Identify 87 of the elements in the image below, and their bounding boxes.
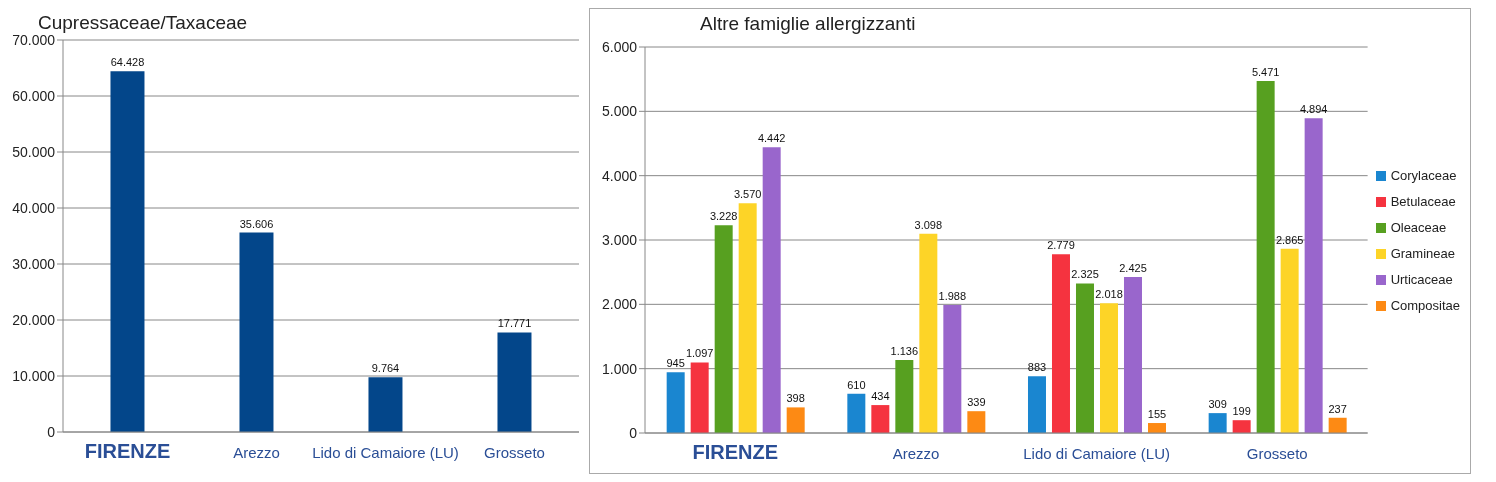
bar [690, 362, 709, 433]
data-label: 3.098 [914, 218, 943, 231]
x-tick-label: Lido di Camaiore (LU) [312, 444, 459, 461]
data-label: 64.428 [110, 56, 145, 69]
bar [1304, 118, 1323, 433]
legend-label: Corylaceae [1390, 167, 1457, 185]
data-label: 339 [967, 396, 986, 409]
data-label: 309 [1208, 398, 1227, 411]
data-label: 155 [1147, 408, 1167, 421]
data-label: 1.136 [890, 344, 919, 357]
y-tick-label: 60.000 [12, 87, 56, 104]
data-label: 398 [786, 392, 805, 405]
y-tick-label: 70.000 [12, 31, 56, 48]
bar [943, 305, 962, 433]
legend-label: Urticaceae [1390, 271, 1453, 289]
bar [1027, 376, 1046, 433]
y-tick-label: 10.000 [12, 367, 56, 384]
data-label: 883 [1027, 361, 1047, 374]
y-tick-label: 50.000 [12, 143, 56, 160]
bar [110, 71, 145, 432]
bar [1147, 423, 1166, 433]
data-label: 1.988 [938, 290, 967, 303]
bar [919, 233, 938, 433]
bar [1208, 413, 1227, 433]
chart-title: Altre famiglie allergizzanti [700, 13, 916, 35]
legend-label: Oleaceae [1390, 219, 1447, 237]
data-label: 3.570 [733, 188, 762, 201]
bar [1123, 276, 1142, 433]
bar [1280, 248, 1299, 433]
y-tick-label: 0 [629, 424, 638, 441]
bar [786, 407, 805, 433]
x-tick-label: Arezzo [892, 445, 940, 462]
chart-title: Cupressaceae/Taxaceae [38, 12, 248, 34]
bar [1328, 417, 1347, 433]
bar [714, 225, 733, 433]
legend-label: Betulaceae [1390, 193, 1456, 211]
data-label: 17.771 [497, 317, 532, 330]
y-tick-label: 1.000 [601, 360, 638, 377]
x-tick-label: Arezzo [233, 444, 280, 461]
data-label: 199 [1232, 405, 1251, 418]
data-label: 35.606 [239, 217, 274, 230]
bar [1051, 254, 1070, 433]
data-label: 2.325 [1071, 268, 1099, 281]
x-tick-label: Lido di Camaiore (LU) [1023, 445, 1171, 462]
bar [738, 203, 757, 433]
bar [666, 372, 685, 433]
legend-label: Gramineae [1390, 245, 1455, 263]
data-label: 610 [847, 378, 866, 391]
data-label: 945 [666, 357, 685, 370]
bar [1099, 303, 1118, 433]
x-tick-label: FIRENZE [692, 441, 779, 463]
y-tick-label: 3.000 [601, 231, 638, 248]
data-label: 4.894 [1299, 103, 1328, 116]
y-tick-label: 2.000 [601, 296, 638, 313]
data-label: 3.228 [709, 210, 738, 223]
data-label: 2.018 [1095, 288, 1123, 301]
data-label: 1.097 [685, 347, 714, 360]
bar [1256, 81, 1275, 433]
bar [497, 332, 532, 432]
data-label: 237 [1328, 402, 1347, 415]
data-label: 2.865 [1275, 233, 1304, 246]
bar [895, 359, 914, 433]
bar [847, 393, 866, 433]
data-label: 2.779 [1047, 239, 1075, 252]
data-label: 2.425 [1119, 261, 1147, 274]
bar [762, 147, 781, 433]
y-tick-label: 40.000 [12, 199, 56, 216]
x-tick-label: FIRENZE [84, 440, 171, 462]
y-tick-label: 30.000 [12, 255, 56, 272]
data-label: 434 [871, 390, 890, 403]
x-tick-label: Grosseto [484, 444, 545, 461]
bar [1232, 420, 1251, 433]
y-tick-label: 4.000 [601, 167, 638, 184]
bar [967, 411, 986, 433]
bar [871, 405, 890, 433]
y-tick-label: 5.000 [601, 103, 638, 120]
x-tick-label: Grosseto [1246, 445, 1308, 462]
legend-label: Compositae [1390, 297, 1460, 315]
y-tick-label: 20.000 [12, 311, 56, 328]
y-tick-label: 6.000 [601, 38, 638, 55]
y-tick-label: 0 [47, 423, 56, 440]
bar [1075, 283, 1094, 433]
data-label: 4.442 [757, 132, 786, 145]
bar [239, 232, 274, 432]
data-label: 5.471 [1251, 66, 1280, 79]
data-label: 9.764 [371, 362, 400, 375]
bar [368, 377, 403, 432]
